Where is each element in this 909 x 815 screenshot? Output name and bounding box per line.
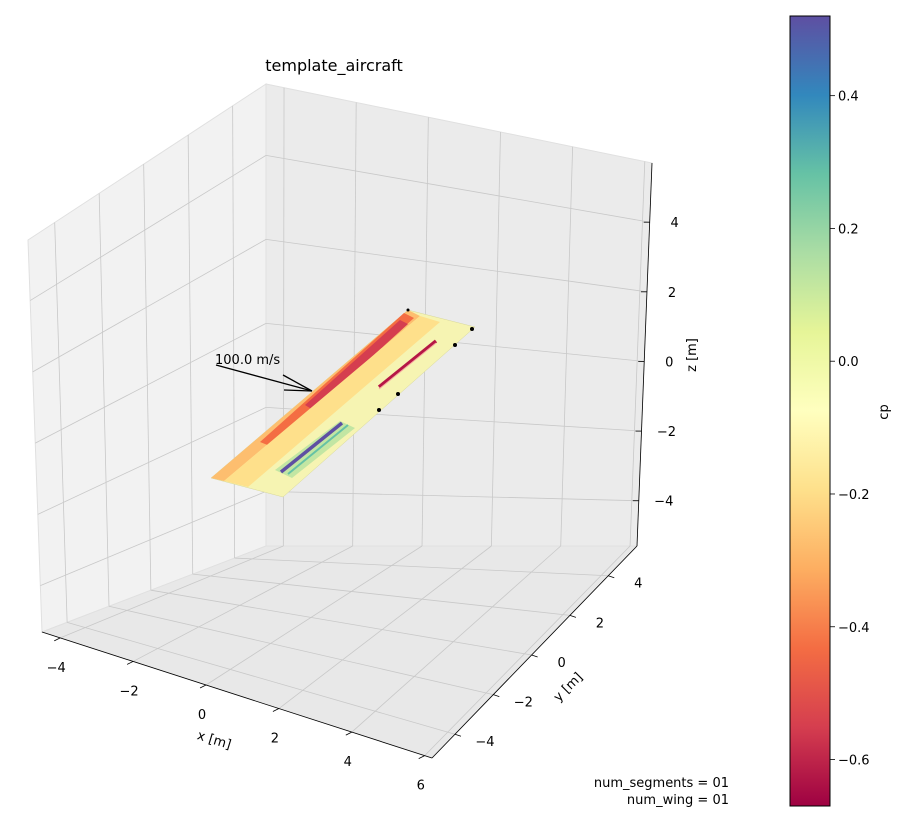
velocity-arrow-shaft — [215, 364, 313, 392]
colorbar-tick-label: 0.2 — [838, 222, 859, 237]
grid-line-y — [108, 605, 494, 695]
wing-midchord-band — [224, 316, 440, 487]
colorbar-tick-label: −0.6 — [838, 754, 870, 769]
grid-line-x — [278, 545, 492, 709]
grid-line-z — [29, 155, 267, 301]
control-surface-strip-outboard-edge — [287, 424, 349, 475]
grid-line-z — [37, 407, 267, 515]
chart-title: template_aircraft — [265, 56, 403, 76]
colorbar — [789, 15, 831, 807]
wing-peak-band — [305, 320, 408, 410]
annotation-num-segments: num_segments = 01 — [594, 776, 729, 791]
y-tick-mark — [531, 654, 538, 658]
y-tick-mark — [569, 614, 577, 618]
grid-line-x — [205, 545, 423, 686]
y-tick-mark — [454, 733, 462, 737]
z-tick-label: −4 — [654, 495, 673, 510]
z-tick-label: 0 — [665, 355, 673, 370]
grid-line-x — [490, 131, 501, 547]
grid-line-z — [265, 491, 639, 502]
x-tick-label: 2 — [271, 732, 279, 747]
grid-line-y — [187, 135, 194, 575]
y-tick-mark — [608, 575, 615, 579]
y-tick-label: −4 — [475, 735, 494, 750]
wing-surface — [210, 309, 476, 498]
grid-line-x — [352, 102, 357, 547]
point-marker — [377, 408, 381, 412]
grid-line-y — [143, 164, 152, 591]
x-tick-label: 0 — [198, 708, 206, 723]
x-tick-mark — [126, 661, 134, 665]
x-tick-mark — [199, 684, 207, 689]
grid-line-x — [560, 146, 574, 547]
grid-line-z — [265, 239, 648, 293]
grid-line-y — [150, 589, 532, 656]
velocity-arrow-head-lower — [283, 389, 313, 392]
velocity-label: 100.0 m/s — [215, 353, 280, 368]
grid-line-y — [234, 557, 609, 577]
z-tick-label: −2 — [657, 425, 676, 440]
y-tick-mark — [493, 694, 500, 697]
colorbar-tick-label: 0.4 — [838, 90, 859, 105]
z-axis-line — [636, 162, 653, 547]
z-tick-label: 2 — [668, 286, 676, 301]
x-tick-mark — [345, 731, 352, 736]
x-tick-mark — [54, 637, 61, 642]
velocity-arrow: 100.0 m/s — [215, 353, 313, 392]
x-axis-label: x [m] — [195, 728, 233, 752]
y-axis-label: y [m] — [551, 670, 586, 705]
grid-line-z — [35, 323, 267, 444]
grid-line-x — [351, 545, 561, 733]
x-tick-label: −2 — [120, 684, 139, 699]
colorbar-ticks: −0.6 −0.4 −0.2 0.0 0.2 0.4 — [830, 90, 870, 769]
y-tick-label: 0 — [557, 656, 565, 671]
grid-lines — [29, 87, 650, 756]
control-surface-strip-inboard-edge — [378, 342, 437, 390]
colorbar-tick-label: 0.0 — [838, 355, 859, 370]
point-marker — [453, 343, 457, 347]
x-tick-mark — [418, 755, 425, 760]
point-marker — [396, 392, 400, 396]
z-tick-label: 4 — [671, 216, 679, 231]
x-tick-label: 4 — [344, 755, 352, 770]
grid-line-y — [192, 573, 570, 616]
back-right-pane — [265, 83, 653, 547]
grid-line-y — [67, 621, 456, 735]
grid-line-z — [265, 155, 650, 223]
axis-ticks: −4 −2 0 2 4 6 −4 −2 0 2 4 −4 −2 0 2 4 — [41, 162, 679, 794]
grid-line-x — [60, 545, 284, 639]
x-tick-mark — [272, 708, 280, 712]
velocity-arrow-head-upper — [282, 374, 313, 392]
point-marker — [470, 327, 474, 331]
point-marker — [406, 308, 410, 312]
x-axis-line — [41, 631, 433, 759]
x-tick-label: 6 — [417, 779, 425, 794]
annotation-num-wing: num_wing = 01 — [627, 793, 729, 808]
y-tick-label: 4 — [634, 577, 642, 592]
grid-line-x — [132, 545, 353, 662]
grid-line-y — [54, 222, 68, 623]
trailing-edge-points — [377, 308, 474, 412]
y-tick-label: −2 — [514, 696, 533, 711]
axes-panes — [27, 83, 653, 759]
grid-line-y — [98, 193, 110, 607]
grid-line-z — [40, 491, 267, 587]
x-tick-label: −4 — [47, 661, 66, 676]
colorbar-tick-label: −0.2 — [838, 488, 870, 503]
control-surface-strip-outboard — [279, 421, 344, 474]
grid-line-x — [629, 161, 646, 547]
control-surface-strip-inboard — [377, 339, 438, 389]
grid-line-z — [32, 239, 267, 373]
z-axis-label: z [m] — [685, 338, 700, 372]
grid-line-x — [424, 545, 631, 756]
y-axis-line — [431, 545, 638, 759]
y-tick-label: 2 — [596, 616, 604, 631]
colorbar-label: cp — [877, 404, 892, 419]
colorbar-tick-label: −0.4 — [838, 621, 870, 636]
